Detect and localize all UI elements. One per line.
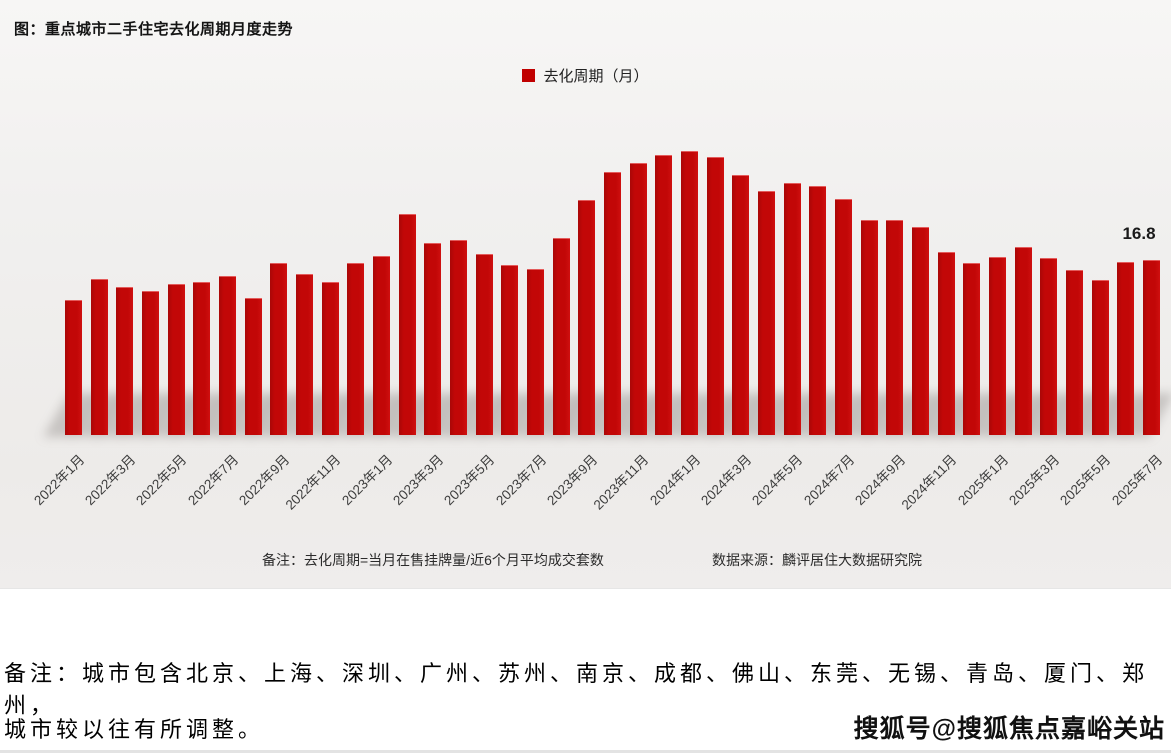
bar [373,255,390,435]
x-tick-label: 2022年1月 [30,451,87,509]
bar [321,281,339,435]
chart-footnote-row: 备注：去化周期=当月在售挂牌量/近6个月平均成交套数 数据来源：麟评居住大数据研… [0,550,1171,570]
bar [860,220,878,435]
watermark: 搜狐号@搜狐焦点嘉峪关站 [853,715,1165,743]
bar [655,154,673,435]
bar [552,238,570,435]
bar [783,182,801,435]
bar [835,198,852,435]
bar [629,163,647,435]
bar [1143,259,1160,435]
bar [142,291,159,435]
bar [1117,262,1135,435]
bar [809,186,827,435]
legend: 去化周期（月） [0,65,1171,86]
bar [527,269,544,435]
bar [65,299,82,435]
bar [989,256,1006,435]
bar [193,281,211,435]
bar [244,297,262,435]
bar [90,278,108,435]
bar [296,273,313,435]
chart-title: 图：重点城市二手住宅去化周期月度走势 [14,21,294,38]
bar [1040,257,1058,435]
bar [167,283,185,435]
bar [450,240,467,435]
bar [681,150,698,435]
chart-panel: 图：重点城市二手住宅去化周期月度走势 去化周期（月） 16.8 2022年1月 2… [0,0,1171,589]
bar [116,287,134,435]
last-bar-value-label: 16.8 [1122,224,1156,243]
bottom-note-line2: 城市较以往有所调整。 [4,718,265,743]
bar [706,156,724,435]
bar [758,191,775,435]
bar [912,226,929,435]
legend-swatch-icon [522,69,536,82]
legend-label: 去化周期（月） [543,68,649,85]
bottom-note-line1: 备注：城市包含北京、上海、深圳、广州、苏州、南京、成都、佛山、东莞、无锡、青岛、… [4,662,1149,719]
bar [347,263,365,435]
bar [937,251,955,435]
bar [578,199,596,435]
bars-layer [65,130,1160,435]
bar [886,220,904,435]
bar [424,243,442,435]
bar [270,263,288,435]
plot-area [43,130,1171,437]
footnote-source: 数据来源：麟评居住大数据研究院 [712,552,922,568]
bar [219,275,236,435]
bar [604,172,621,435]
bar [963,263,981,435]
bottom-divider [0,750,1171,753]
bar [1014,247,1032,435]
bar [475,253,493,435]
bar [398,214,416,435]
bar [501,265,519,435]
bar [732,174,750,435]
footnote-formula: 备注：去化周期=当月在售挂牌量/近6个月平均成交套数 [262,552,604,568]
bar [1066,270,1083,435]
x-axis-labels: 2022年1月 2022年3月 2022年5月 2022年7月 2022年9月 2022年… [31,449,1165,539]
bar [1091,279,1109,435]
